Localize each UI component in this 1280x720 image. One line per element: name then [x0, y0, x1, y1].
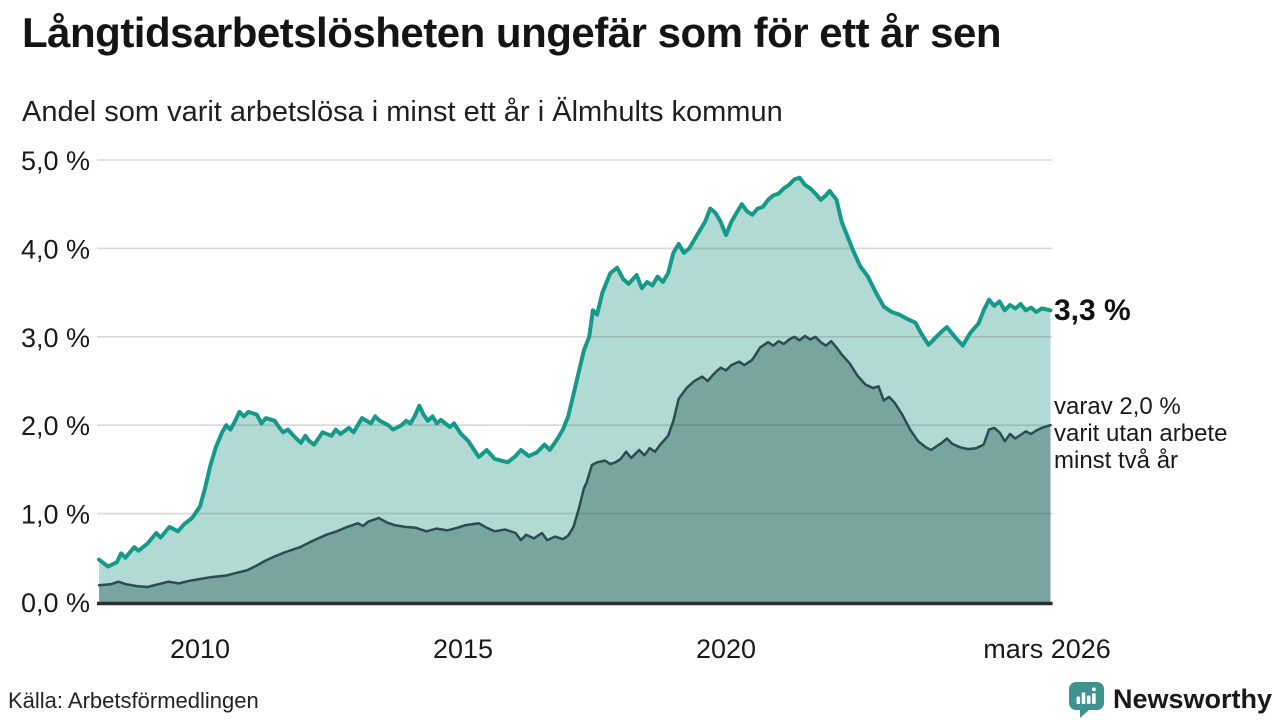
brand: Newsworthy [1068, 681, 1272, 718]
series-line-minst-tva-ar [97, 334, 1052, 589]
y-tick-label: 1,0 % [21, 500, 90, 530]
newsworthy-logo-icon [1068, 682, 1104, 718]
y-axis-labels: 0,0 % 1,0 % 2,0 % 3,0 % 4,0 % 5,0 % [21, 146, 90, 618]
source-label: Källa: Arbetsförmedlingen [8, 688, 259, 713]
chart-subtitle: Andel som varit arbetslösa i minst ett å… [22, 96, 783, 128]
y-tick-label: 3,0 % [21, 323, 90, 353]
x-tick-label: 2020 [696, 634, 756, 664]
gridlines [97, 159, 1053, 515]
y-tick-label: 2,0 % [21, 411, 90, 441]
brand-name: Newsworthy [1112, 684, 1272, 714]
x-tick-label: mars 2026 [983, 634, 1111, 664]
x-axis-labels: 2010 2015 2020 mars 2026 [170, 634, 1111, 664]
y-tick-label: 5,0 % [21, 146, 90, 176]
x-tick-label: 2015 [433, 634, 493, 664]
y-tick-label: 4,0 % [21, 234, 90, 264]
series-line-minst-ett-ar [97, 175, 1053, 569]
end-value-label: 3,3 % [1054, 294, 1131, 327]
series-annotation: varav 2,0 % varit utan arbete minst två … [1054, 393, 1228, 474]
x-tick-label: 2010 [170, 634, 230, 664]
series-lines [97, 175, 1053, 589]
chart-title: Långtidsarbetslösheten ungefär som för e… [22, 9, 1002, 56]
series-area-minst-tva-ar [99, 335, 1051, 602]
y-tick-label: 0,0 % [21, 588, 90, 618]
